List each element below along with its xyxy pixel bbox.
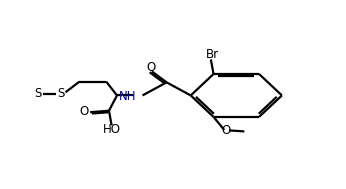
Text: S: S <box>57 88 64 101</box>
Text: Br: Br <box>206 48 219 61</box>
Text: O: O <box>222 124 231 137</box>
Text: O: O <box>80 105 89 118</box>
Text: HO: HO <box>103 123 121 136</box>
Text: NH: NH <box>119 90 137 103</box>
Text: S: S <box>35 88 42 101</box>
Text: O: O <box>146 61 155 74</box>
